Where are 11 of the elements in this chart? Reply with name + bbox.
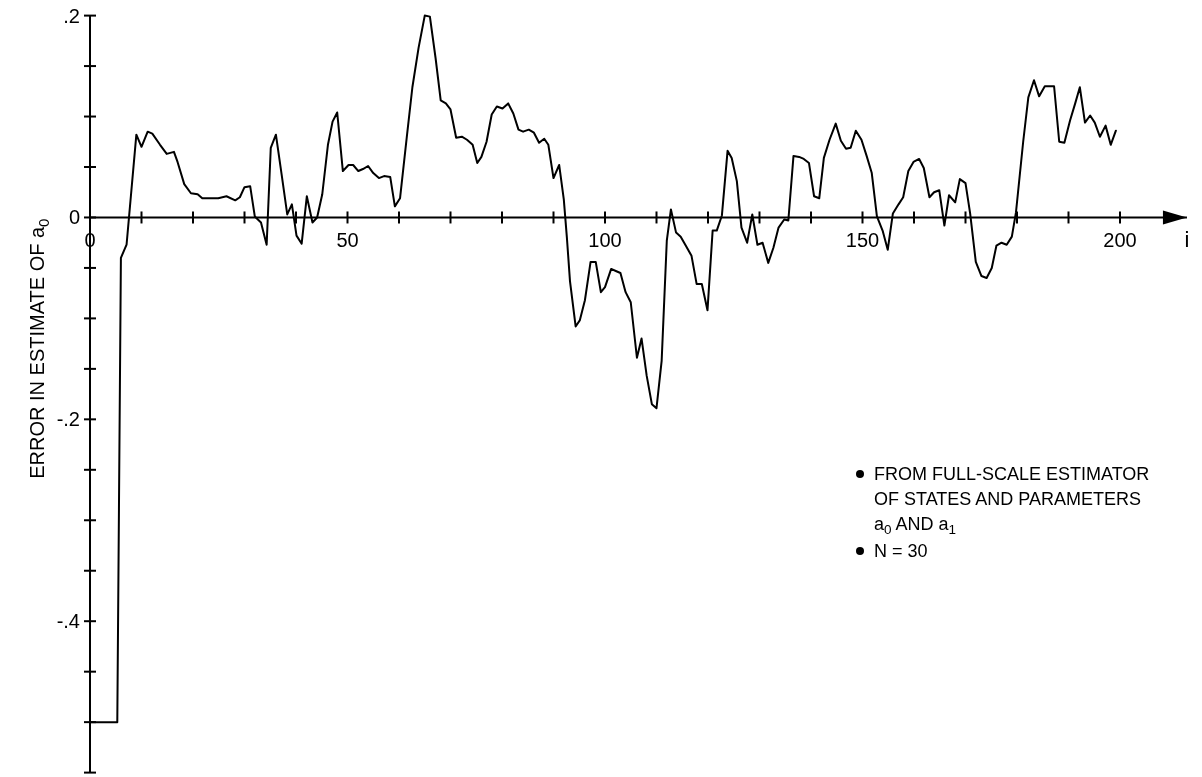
y-tick-label: .2	[63, 4, 80, 27]
y-tick-label: -.4	[56, 610, 80, 633]
x-tick-label: 200	[1103, 229, 1137, 252]
x-tick-label: 150	[845, 229, 880, 252]
annotation: FROM FULL-SCALE ESTIMATOR OF STATES AND PARAMETERS a$_{0}$ AND a$_{1}$	[874, 464, 1150, 538]
x-tick-label: 50	[336, 229, 359, 252]
y-tick-label: -.2	[56, 408, 80, 431]
x-tick-label: 100	[588, 229, 622, 252]
y-tick-label: 0	[68, 206, 80, 229]
x-axis-title: i	[1184, 227, 1190, 253]
annotation: N = 30	[874, 541, 928, 561]
